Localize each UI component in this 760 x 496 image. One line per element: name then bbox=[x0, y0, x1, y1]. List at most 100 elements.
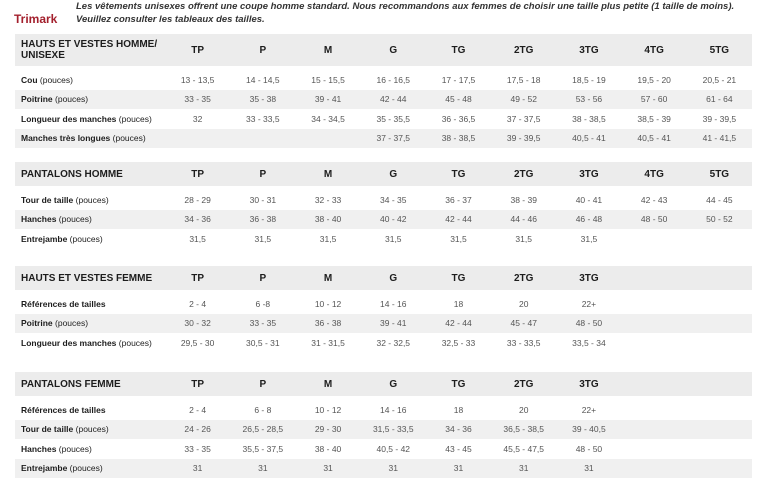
size-value: 44 - 45 bbox=[706, 194, 733, 205]
size-header: 3TG bbox=[579, 44, 599, 56]
size-header: TG bbox=[451, 378, 466, 390]
size-value: 45 - 47 bbox=[491, 313, 557, 333]
size-value: 38 - 40 bbox=[295, 209, 361, 229]
size-value: 32,5 - 33 bbox=[441, 337, 476, 348]
size-table: PANTALONS FEMME TP P M G TG 2TG 3TG Références d… bbox=[15, 372, 752, 478]
size-value: 31 bbox=[556, 458, 622, 478]
size-value: 31,5 bbox=[580, 233, 598, 244]
table-header-row: PANTALONS FEMME TP P M G TG 2TG 3TG bbox=[15, 372, 752, 396]
size-value bbox=[621, 458, 687, 478]
size-value bbox=[686, 313, 752, 333]
size-header bbox=[622, 372, 687, 396]
size-value: 14 - 16 bbox=[380, 298, 407, 309]
size-header bbox=[687, 372, 752, 396]
size-value: 33 - 35 bbox=[184, 443, 211, 454]
size-value bbox=[622, 400, 687, 420]
intro-note-line: Les vêtements unisexes offrent une coupe… bbox=[76, 1, 735, 12]
size-header: M bbox=[323, 272, 333, 284]
size-header: P bbox=[259, 168, 267, 180]
size-value: 43 - 45 bbox=[445, 443, 472, 454]
size-value bbox=[622, 439, 687, 459]
table-row: Entrejambe (pouces) 31,5 31,5 31,5 31,5 31,5 3… bbox=[15, 229, 752, 249]
size-value: 2 - 4 bbox=[189, 298, 207, 309]
size-header: TP bbox=[191, 272, 204, 284]
intro-note-line: Veuillez consulter les tableaux des tail… bbox=[76, 14, 265, 25]
size-value: 33 - 35 bbox=[165, 89, 231, 109]
size-value bbox=[621, 313, 687, 333]
size-value: 30,5 - 31 bbox=[246, 337, 280, 348]
size-header: P bbox=[259, 44, 267, 56]
size-header: P bbox=[259, 378, 267, 390]
size-value: 39 - 41 bbox=[360, 313, 426, 333]
size-value bbox=[230, 128, 296, 148]
measurement-label: Poitrine (pouces) bbox=[15, 89, 165, 109]
table-row: Manches très longues (pouces) 37 - 37,5 38… bbox=[15, 128, 752, 148]
size-value: 13 - 13,5 bbox=[180, 74, 215, 85]
size-value: 18,5 - 19 bbox=[572, 74, 606, 85]
size-value: 34 - 36 bbox=[165, 209, 231, 229]
size-value: 35 - 38 bbox=[230, 89, 296, 109]
size-value bbox=[687, 333, 752, 353]
size-value: 31,5 bbox=[254, 233, 272, 244]
size-value: 31 bbox=[360, 458, 426, 478]
size-header: M bbox=[323, 44, 333, 56]
size-value: 6 -8 bbox=[255, 298, 271, 309]
size-value: 14 - 16 bbox=[380, 404, 407, 415]
size-value bbox=[295, 128, 361, 148]
section-title: HAUTS ET VESTES FEMME bbox=[21, 272, 153, 284]
size-header: 4TG bbox=[644, 44, 664, 56]
size-value: 35 - 35,5 bbox=[376, 113, 411, 124]
size-value: 24 - 26 bbox=[165, 419, 231, 439]
size-header: M bbox=[323, 378, 333, 390]
measurement-label: Hanches (pouces) bbox=[15, 209, 165, 229]
size-value: 33 - 33,5 bbox=[246, 113, 280, 124]
measurement-label: Cou (pouces) bbox=[21, 74, 73, 85]
size-value: 39 - 40,5 bbox=[556, 419, 622, 439]
size-value: 31,5 bbox=[189, 233, 206, 244]
size-value: 20 bbox=[518, 298, 529, 309]
size-value: 14 - 14,5 bbox=[246, 74, 280, 85]
size-value: 45 - 48 bbox=[425, 89, 492, 109]
size-value: 26,5 - 28,5 bbox=[230, 419, 296, 439]
size-value: 15 - 15,5 bbox=[311, 74, 345, 85]
measurement-label: Tour de taille (pouces) bbox=[15, 419, 165, 439]
size-header: M bbox=[323, 168, 333, 180]
size-value: 28 - 29 bbox=[184, 194, 211, 205]
size-value: 38,5 - 39 bbox=[637, 113, 671, 124]
size-value: 41 - 41,5 bbox=[686, 128, 752, 148]
size-value: 31 bbox=[491, 458, 557, 478]
size-header: TG bbox=[451, 44, 466, 56]
table-header-row: PANTALONS HOMME TP P M G TG 2TG 3TG 4TG 5TG bbox=[15, 162, 752, 186]
size-value: 48 - 50 bbox=[575, 443, 603, 454]
size-value bbox=[165, 128, 231, 148]
size-value: 31,5 bbox=[515, 233, 532, 244]
size-header: G bbox=[389, 168, 398, 180]
intro-note: Les vêtements unisexes offrent une coupe… bbox=[76, 0, 734, 26]
size-header bbox=[622, 266, 687, 290]
size-header: 3TG bbox=[579, 378, 599, 390]
table-row: Entrejambe (pouces) 31 31 31 31 31 31 31 bbox=[15, 458, 752, 478]
size-value: 10 - 12 bbox=[314, 298, 342, 309]
size-value: 38 - 40 bbox=[314, 443, 342, 454]
size-value: 40,5 - 41 bbox=[621, 128, 687, 148]
measurement-label: Hanches (pouces) bbox=[21, 443, 92, 454]
section-title: HAUTS ET VESTES HOMME/UNISEXE bbox=[21, 39, 158, 61]
size-value: 34 - 36 bbox=[425, 419, 492, 439]
measurement-label: Manches très longues (pouces) bbox=[15, 128, 165, 148]
size-value bbox=[687, 439, 752, 459]
size-header: 2TG bbox=[513, 44, 534, 56]
size-header: 2TG bbox=[513, 272, 534, 284]
size-value: 61 - 64 bbox=[686, 89, 752, 109]
size-header: G bbox=[389, 44, 398, 56]
size-value: 20,5 - 21 bbox=[702, 74, 737, 85]
size-value: 39 - 39,5 bbox=[702, 113, 737, 124]
table-row: Références de tailles 2 - 4 6 - 8 10 - 12 14… bbox=[15, 400, 752, 420]
size-value: 31,5 bbox=[384, 233, 402, 244]
size-value bbox=[687, 294, 752, 314]
brand-name: Trimark bbox=[14, 12, 58, 26]
measurement-label: Références de tailles bbox=[21, 404, 106, 415]
size-value: 31 bbox=[165, 458, 231, 478]
size-header: TG bbox=[451, 272, 466, 284]
measurement-label: Longueur des manches (pouces) bbox=[21, 337, 152, 348]
size-header bbox=[687, 266, 752, 290]
